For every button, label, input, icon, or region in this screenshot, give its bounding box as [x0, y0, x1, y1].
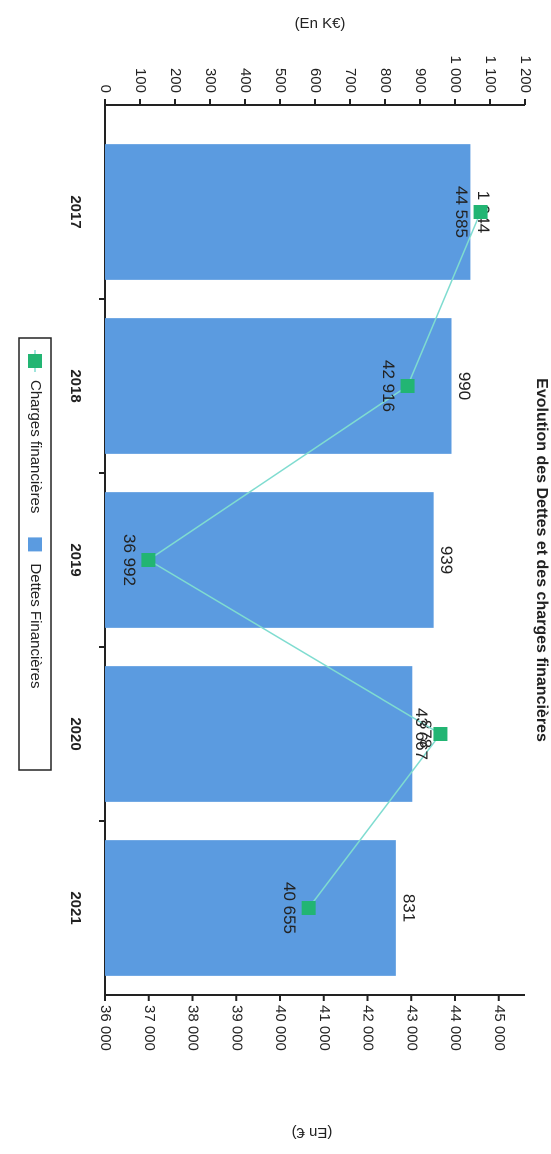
- y2-tick-label: 41 000: [316, 1005, 333, 1051]
- bar-label: 831: [399, 894, 418, 922]
- y-tick-label: 0: [97, 85, 114, 93]
- y2-tick-label: 42 000: [360, 1005, 377, 1051]
- bar-label: 990: [455, 372, 474, 400]
- x-tick-label: 2021: [67, 891, 84, 924]
- legend-box: [18, 337, 52, 771]
- y2-tick-label: 36 000: [97, 1005, 114, 1051]
- y-tick-label: 300: [202, 68, 219, 93]
- legend-label: Charges financières: [27, 380, 44, 513]
- line-marker: [433, 727, 448, 741]
- line-label: 44 585: [452, 186, 471, 238]
- y2-axis-title: (En €): [292, 1124, 333, 1141]
- y-tick-label: 900: [412, 68, 429, 93]
- y2-tick-label: 39 000: [228, 1005, 245, 1051]
- y-tick-label: 1 000: [447, 55, 464, 93]
- bar: [105, 840, 396, 976]
- bar: [105, 318, 452, 454]
- x-tick-label: 2018: [67, 369, 84, 402]
- line-label: 42 916: [379, 360, 398, 412]
- y-tick-label: 100: [132, 68, 149, 93]
- y-tick-label: 1 100: [482, 55, 499, 93]
- legend: Charges financières Dettes Financières: [18, 337, 52, 771]
- y-tick-label: 1 200: [517, 55, 534, 93]
- y-tick-label: 600: [307, 68, 324, 93]
- line-marker: [473, 205, 488, 219]
- line-label: 36 992: [120, 534, 139, 586]
- x-tick-label: 2017: [67, 195, 84, 228]
- bar: [105, 144, 471, 280]
- y2-tick-label: 44 000: [447, 1005, 464, 1051]
- y-tick-label: 500: [272, 68, 289, 93]
- y2-tick-label: 38 000: [185, 1005, 202, 1051]
- x-tick-label: 2019: [67, 543, 84, 576]
- line-marker: [141, 553, 156, 567]
- rotated-chart: Evolution des Dettes et des charges fina…: [18, 55, 550, 1051]
- y2-tick-label: 43 000: [403, 1005, 420, 1051]
- bar: [105, 666, 413, 802]
- y-tick-label: 700: [342, 68, 359, 93]
- legend-swatch: [28, 354, 42, 368]
- bar: [105, 492, 434, 628]
- chart-title: Evolution des Dettes et des charges fina…: [533, 378, 550, 742]
- x-tick-label: 2020: [67, 717, 84, 750]
- bar-label: 878: [416, 720, 435, 748]
- y-tick-label: 800: [377, 68, 394, 93]
- y-tick-label: 200: [167, 68, 184, 93]
- line-marker: [301, 901, 316, 915]
- y-axis-title: (En K€): [295, 15, 346, 32]
- bar-label: 939: [437, 546, 456, 574]
- legend-swatch: [28, 537, 42, 552]
- line-marker: [400, 379, 415, 393]
- y2-tick-label: 45 000: [491, 1005, 508, 1051]
- line-label: 40 655: [280, 882, 299, 934]
- y2-tick-label: 40 000: [272, 1005, 289, 1051]
- line-label: 43 667: [412, 708, 431, 760]
- legend-label: Dettes Financières: [27, 563, 44, 688]
- y2-tick-label: 37 000: [141, 1005, 158, 1051]
- y-tick-label: 400: [237, 68, 254, 93]
